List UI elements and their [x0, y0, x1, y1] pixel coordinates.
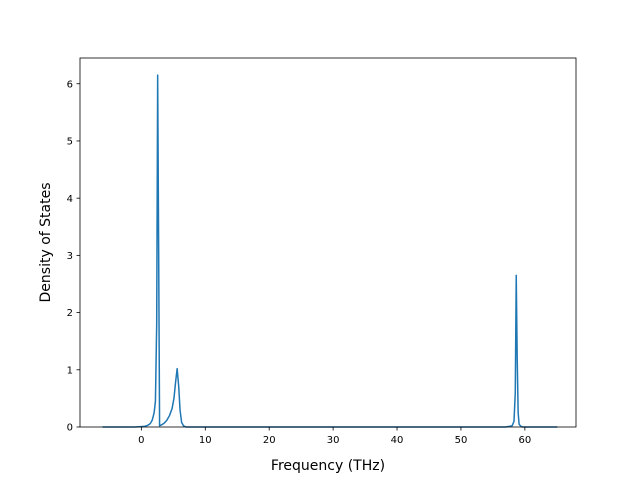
x-tick-label: 0: [138, 435, 144, 446]
x-tick-label: 40: [391, 435, 404, 446]
plot-area: [102, 74, 558, 428]
y-axis-ticks: 0 1 2 3 4 5 6: [67, 79, 80, 434]
y-tick-label: 6: [67, 79, 73, 90]
x-axis-ticks: 0 10 20 30 40 50 60: [138, 427, 531, 446]
x-axis-label: Frequency (THz): [271, 458, 385, 474]
y-tick-label: 3: [67, 251, 73, 262]
y-tick-label: 0: [67, 423, 73, 434]
series-line-dos: [102, 74, 558, 428]
y-tick-label: 2: [67, 308, 73, 319]
y-axis-label: Density of States: [38, 183, 54, 303]
x-tick-label: 50: [455, 435, 468, 446]
y-tick-label: 1: [67, 365, 73, 376]
x-tick-label: 20: [263, 435, 276, 446]
x-tick-label: 10: [199, 435, 212, 446]
y-tick-label: 4: [67, 194, 73, 205]
x-tick-label: 60: [518, 435, 531, 446]
y-tick-label: 5: [67, 137, 73, 148]
axes-frame: [79, 57, 577, 428]
x-tick-label: 30: [327, 435, 340, 446]
